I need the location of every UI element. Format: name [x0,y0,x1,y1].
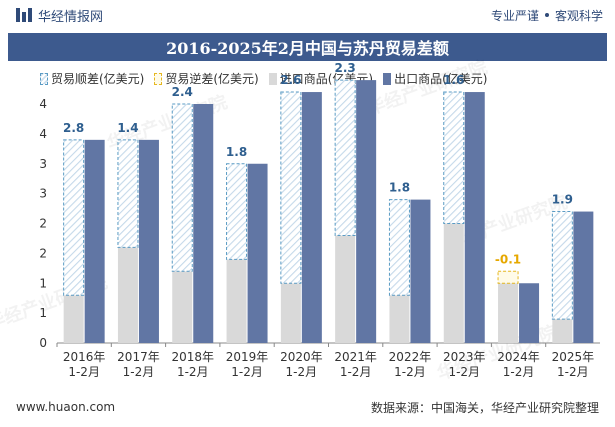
website-link[interactable]: www.huaon.com [16,400,116,414]
x-tick-label: 2022年 [389,350,432,364]
brand: 华经情报网 [16,6,103,25]
legend: 贸易顺差(亿美元) 贸易逆差(亿美元) 进口商品(亿美元) 出口商品(亿美元) [40,70,488,87]
legend-swatch-surplus [40,72,48,85]
tagline: 专业严谨 客观科学 [491,7,603,24]
logo-icon [16,8,32,22]
tagline-right: 客观科学 [554,8,603,23]
legend-label-deficit: 贸易逆差(亿美元) [165,72,259,86]
trade-surplus-bar [388,199,410,296]
bullet-icon [544,13,549,17]
x-tick-label: 2024年 [497,350,540,364]
x-tick-label: 1-2月 [123,365,155,379]
export-bar [356,80,377,343]
legend-label-surplus: 贸易顺差(亿美元) [51,72,145,86]
trade-surplus-bar [117,139,139,248]
y-tick-label: 4 [39,97,47,111]
x-tick-label: 2023年 [443,350,486,364]
export-bar [138,139,159,343]
export-bar [464,92,485,343]
x-tick-label: 1-2月 [231,365,263,379]
x-tick-label: 1-2月 [177,365,209,379]
import-bar [117,247,138,343]
import-bar [552,319,573,343]
x-tick-label: 2016年 [63,350,106,364]
export-bar [193,104,214,343]
y-tick-label: 2 [39,246,47,260]
balance-data-label: 2.3 [335,61,356,75]
y-tick-label: 2 [39,217,47,231]
export-bar [410,199,431,343]
top-bar: 华经情报网 专业严谨 客观科学 [0,0,615,30]
export-bar [519,283,540,343]
import-bar [280,283,301,343]
trade-surplus-bar [443,91,465,224]
export-bar [84,139,105,343]
x-tick-label: 1-2月 [448,365,480,379]
export-bar [573,211,594,343]
trade-surplus-bar [334,79,356,236]
trade-surplus-bar [280,91,302,284]
legend-swatch-deficit [154,72,163,85]
balance-data-label: 2.4 [172,85,193,99]
y-tick-label: 0 [39,336,47,350]
balance-data-label: 2.8 [63,121,84,135]
x-tick-label: 2025年 [552,350,595,364]
y-tick-label: 3 [39,157,47,171]
x-tick-label: 1-2月 [68,365,100,379]
x-tick-label: 1-2月 [557,365,589,379]
x-tick-label: 2019年 [226,350,269,364]
trade-surplus-bar [226,163,248,260]
balance-data-label: 1.8 [389,181,410,195]
data-source: 数据来源：中国海关，华经产业研究院整理 [370,400,599,415]
trade-surplus-bar [551,211,573,320]
legend-item-surplus: 贸易顺差(亿美元) [40,70,144,87]
legend-item-export: 出口商品(亿美元) [383,70,488,87]
import-bar [389,295,410,343]
trade-surplus-bar [171,103,193,272]
brand-name: 华经情报网 [38,9,104,25]
import-bar [335,235,356,343]
balance-data-label: 1.6 [443,73,464,87]
x-tick-label: 2018年 [171,350,214,364]
chart-title: 2016-2025年2月中国与苏丹贸易差额 [8,33,607,61]
legend-label-export: 出口商品(亿美元) [394,72,488,86]
x-tick-label: 2017年 [117,350,160,364]
balance-data-label: 2.6 [280,73,301,87]
footer: www.huaon.com 数据来源：中国海关，华经产业研究院整理 [0,395,615,419]
x-tick-label: 1-2月 [286,365,318,379]
import-bar [63,295,84,343]
y-tick-label: 1 [39,306,47,320]
import-bar [226,259,247,343]
legend-swatch-import [268,72,277,85]
trade-surplus-bar [63,139,85,296]
x-tick-label: 2020年 [280,350,323,364]
trade-deficit-bar [497,270,519,284]
x-tick-label: 1-2月 [340,365,372,379]
import-bar [172,271,193,343]
import-bar [498,271,519,343]
import-bar [443,223,464,343]
legend-item-deficit: 贸易逆差(亿美元) [154,70,259,87]
balance-data-label: 1.9 [552,193,573,207]
y-tick-label: 4 [39,127,47,141]
export-bar [247,163,268,343]
balance-data-label: -0.1 [495,252,521,266]
export-bar [301,92,322,343]
legend-swatch-export [383,72,392,85]
balance-data-label: 1.8 [226,145,247,159]
balance-data-label: 1.4 [117,121,138,135]
y-tick-label: 1 [39,276,47,290]
tagline-left: 专业严谨 [490,8,539,23]
x-tick-label: 2021年 [334,350,377,364]
x-tick-label: 1-2月 [503,365,535,379]
x-tick-label: 1-2月 [394,365,426,379]
y-tick-label: 3 [39,187,47,201]
